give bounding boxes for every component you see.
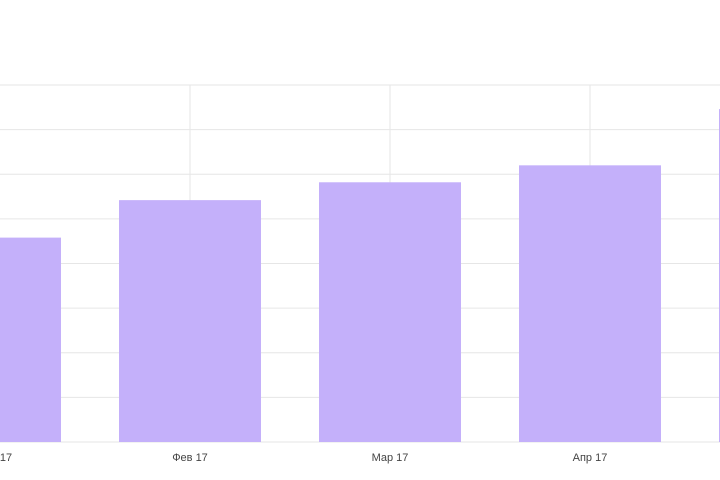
bar bbox=[319, 182, 461, 442]
bar bbox=[0, 237, 61, 442]
x-tick-label: 17 bbox=[0, 452, 12, 464]
bar bbox=[519, 165, 661, 442]
x-tick-label: Апр 17 bbox=[573, 452, 608, 464]
x-tick-label: Мар 17 bbox=[372, 452, 409, 464]
x-tick-label: Фев 17 bbox=[172, 452, 208, 464]
bar bbox=[119, 200, 261, 442]
